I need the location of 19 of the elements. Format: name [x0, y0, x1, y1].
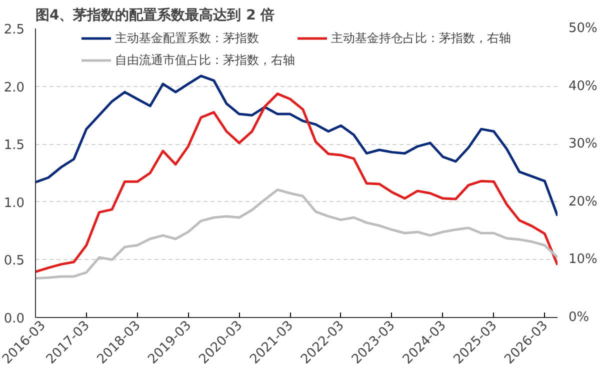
y2-tick-label: 50%	[568, 21, 598, 36]
line-series	[36, 92, 558, 274]
y-tick-label: 1.0	[4, 196, 25, 211]
y-tick-label: 0.0	[4, 312, 25, 326]
y-tick-label: 2.0	[4, 80, 25, 96]
legend-label: 自由流通市值占比：茅指数，右轴	[115, 52, 295, 68]
y-tick-label: 0.5	[4, 254, 25, 269]
y2-tick-label: 40%	[568, 78, 598, 94]
y2-tick-label: 10%	[568, 252, 598, 268]
legend-label: 主动基金配置系数：茅指数	[115, 30, 259, 46]
y2-tick-label: 20%	[568, 194, 598, 210]
chart-title: 图4、茅指数的配置系数最高达到 2 倍	[36, 6, 275, 24]
line-series	[36, 74, 558, 218]
y2-tick-label: 30%	[568, 136, 598, 152]
y-tick-label: 2.5	[4, 22, 25, 38]
legend-label: 主动基金持仓占比：茅指数，右轴	[331, 30, 511, 46]
y2-tick-label: 0%	[568, 310, 590, 325]
line-series	[36, 188, 558, 280]
y-tick-label: 1.5	[4, 138, 25, 154]
